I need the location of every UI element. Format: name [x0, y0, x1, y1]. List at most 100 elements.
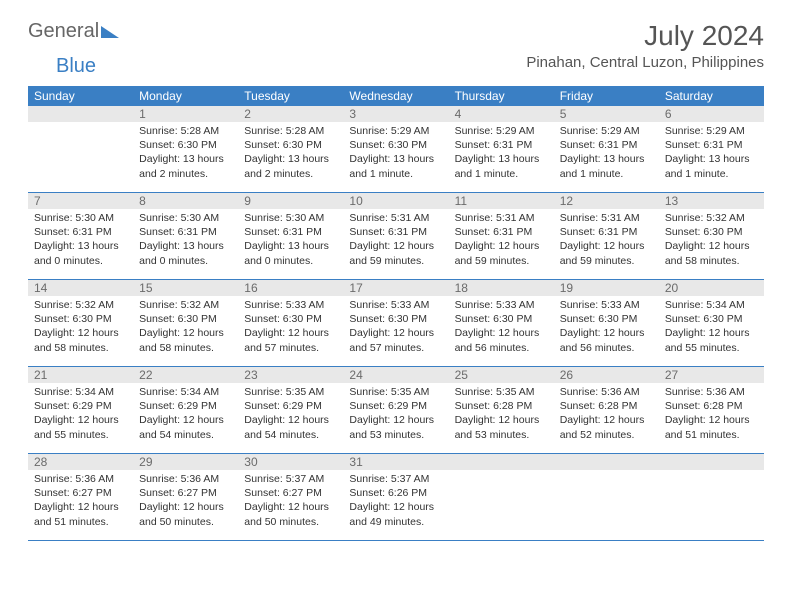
day-number: 9: [238, 193, 343, 209]
day-info-line: Sunrise: 5:34 AM: [34, 385, 127, 399]
calendar-day-cell: 28Sunrise: 5:36 AMSunset: 6:27 PMDayligh…: [28, 454, 133, 541]
day-content: [554, 470, 659, 476]
day-info-line: Daylight: 12 hours and 57 minutes.: [244, 326, 337, 354]
day-info-line: Sunrise: 5:29 AM: [349, 124, 442, 138]
day-number: 1: [133, 106, 238, 122]
calendar-week-row: 21Sunrise: 5:34 AMSunset: 6:29 PMDayligh…: [28, 367, 764, 454]
day-info-line: Sunrise: 5:31 AM: [560, 211, 653, 225]
day-number: 27: [659, 367, 764, 383]
day-number: 25: [449, 367, 554, 383]
calendar-day-cell: 5Sunrise: 5:29 AMSunset: 6:31 PMDaylight…: [554, 106, 659, 193]
calendar-day-cell: 9Sunrise: 5:30 AMSunset: 6:31 PMDaylight…: [238, 193, 343, 280]
day-content: Sunrise: 5:30 AMSunset: 6:31 PMDaylight:…: [238, 209, 343, 272]
calendar-day-cell: 23Sunrise: 5:35 AMSunset: 6:29 PMDayligh…: [238, 367, 343, 454]
day-content: Sunrise: 5:32 AMSunset: 6:30 PMDaylight:…: [28, 296, 133, 359]
day-content: Sunrise: 5:31 AMSunset: 6:31 PMDaylight:…: [449, 209, 554, 272]
day-info-line: Sunset: 6:29 PM: [139, 399, 232, 413]
day-info-line: Daylight: 12 hours and 55 minutes.: [34, 413, 127, 441]
day-info-line: Sunrise: 5:32 AM: [665, 211, 758, 225]
day-number: 23: [238, 367, 343, 383]
calendar-day-cell: 31Sunrise: 5:37 AMSunset: 6:26 PMDayligh…: [343, 454, 448, 541]
day-content: [449, 470, 554, 476]
day-number: 16: [238, 280, 343, 296]
day-info-line: Daylight: 12 hours and 53 minutes.: [349, 413, 442, 441]
day-info-line: Sunrise: 5:29 AM: [455, 124, 548, 138]
calendar-day-cell: 12Sunrise: 5:31 AMSunset: 6:31 PMDayligh…: [554, 193, 659, 280]
day-info-line: Sunset: 6:29 PM: [34, 399, 127, 413]
day-content: Sunrise: 5:33 AMSunset: 6:30 PMDaylight:…: [449, 296, 554, 359]
calendar-day-cell: [554, 454, 659, 541]
day-info-line: Sunrise: 5:36 AM: [665, 385, 758, 399]
calendar-week-row: 28Sunrise: 5:36 AMSunset: 6:27 PMDayligh…: [28, 454, 764, 541]
day-info-line: Sunrise: 5:30 AM: [244, 211, 337, 225]
day-info-line: Sunrise: 5:31 AM: [349, 211, 442, 225]
day-info-line: Sunrise: 5:34 AM: [665, 298, 758, 312]
day-info-line: Sunrise: 5:35 AM: [244, 385, 337, 399]
day-info-line: Sunrise: 5:35 AM: [455, 385, 548, 399]
calendar-day-cell: 7Sunrise: 5:30 AMSunset: 6:31 PMDaylight…: [28, 193, 133, 280]
day-header: Sunday: [28, 86, 133, 106]
day-info-line: Sunrise: 5:30 AM: [34, 211, 127, 225]
day-info-line: Sunrise: 5:37 AM: [244, 472, 337, 486]
day-content: Sunrise: 5:36 AMSunset: 6:28 PMDaylight:…: [554, 383, 659, 446]
day-info-line: Sunrise: 5:31 AM: [455, 211, 548, 225]
day-info-line: Sunrise: 5:35 AM: [349, 385, 442, 399]
day-number: [449, 454, 554, 470]
day-header: Wednesday: [343, 86, 448, 106]
calendar-day-cell: 16Sunrise: 5:33 AMSunset: 6:30 PMDayligh…: [238, 280, 343, 367]
logo-triangle-icon: [101, 26, 119, 38]
day-number: 11: [449, 193, 554, 209]
calendar-day-cell: 1Sunrise: 5:28 AMSunset: 6:30 PMDaylight…: [133, 106, 238, 193]
day-header: Friday: [554, 86, 659, 106]
day-content: Sunrise: 5:34 AMSunset: 6:30 PMDaylight:…: [659, 296, 764, 359]
day-info-line: Sunset: 6:30 PM: [139, 312, 232, 326]
day-info-line: Sunset: 6:30 PM: [244, 138, 337, 152]
day-info-line: Sunrise: 5:33 AM: [244, 298, 337, 312]
day-header: Saturday: [659, 86, 764, 106]
day-content: Sunrise: 5:37 AMSunset: 6:26 PMDaylight:…: [343, 470, 448, 533]
day-content: Sunrise: 5:34 AMSunset: 6:29 PMDaylight:…: [133, 383, 238, 446]
day-number: 10: [343, 193, 448, 209]
calendar-day-cell: 2Sunrise: 5:28 AMSunset: 6:30 PMDaylight…: [238, 106, 343, 193]
calendar-day-cell: 21 Sunrise: 5:34 AMSunset: 6:29 PMDayligh…: [28, 367, 133, 454]
day-info-line: Sunrise: 5:33 AM: [455, 298, 548, 312]
day-info-line: Sunset: 6:31 PM: [455, 138, 548, 152]
day-content: [28, 122, 133, 128]
day-info-line: Sunrise: 5:36 AM: [34, 472, 127, 486]
day-number: 5: [554, 106, 659, 122]
day-info-line: Sunrise: 5:29 AM: [560, 124, 653, 138]
day-number: [659, 454, 764, 470]
day-info-line: Daylight: 12 hours and 56 minutes.: [560, 326, 653, 354]
day-content: Sunrise: 5:37 AMSunset: 6:27 PMDaylight:…: [238, 470, 343, 533]
day-info-line: Sunset: 6:31 PM: [665, 138, 758, 152]
day-number: 21: [28, 367, 133, 383]
day-content: Sunrise: 5:35 AMSunset: 6:29 PMDaylight:…: [238, 383, 343, 446]
day-number: [28, 106, 133, 122]
day-content: Sunrise: 5:30 AMSunset: 6:31 PMDaylight:…: [28, 209, 133, 272]
day-info-line: Sunrise: 5:37 AM: [349, 472, 442, 486]
day-info-line: Daylight: 12 hours and 55 minutes.: [665, 326, 758, 354]
day-header: Tuesday: [238, 86, 343, 106]
day-info-line: Sunrise: 5:29 AM: [665, 124, 758, 138]
day-info-line: Daylight: 12 hours and 51 minutes.: [665, 413, 758, 441]
day-info-line: Daylight: 12 hours and 59 minutes.: [349, 239, 442, 267]
calendar-day-cell: 20Sunrise: 5:34 AMSunset: 6:30 PMDayligh…: [659, 280, 764, 367]
day-info-line: Daylight: 12 hours and 50 minutes.: [139, 500, 232, 528]
day-info-line: Sunset: 6:30 PM: [139, 138, 232, 152]
day-content: Sunrise: 5:32 AMSunset: 6:30 PMDaylight:…: [133, 296, 238, 359]
day-number: 22: [133, 367, 238, 383]
calendar-day-cell: 4Sunrise: 5:29 AMSunset: 6:31 PMDaylight…: [449, 106, 554, 193]
day-content: Sunrise: 5:28 AMSunset: 6:30 PMDaylight:…: [238, 122, 343, 185]
title-block: July 2024 Pinahan, Central Luzon, Philip…: [526, 20, 764, 71]
day-info-line: Sunset: 6:27 PM: [34, 486, 127, 500]
day-info-line: Daylight: 12 hours and 59 minutes.: [455, 239, 548, 267]
calendar-week-row: 7Sunrise: 5:30 AMSunset: 6:31 PMDaylight…: [28, 193, 764, 280]
day-info-line: Daylight: 12 hours and 58 minutes.: [34, 326, 127, 354]
day-number: 18: [449, 280, 554, 296]
day-info-line: Daylight: 12 hours and 50 minutes.: [244, 500, 337, 528]
day-content: Sunrise: 5:29 AMSunset: 6:31 PMDaylight:…: [554, 122, 659, 185]
day-info-line: Sunset: 6:31 PM: [34, 225, 127, 239]
day-info-line: Daylight: 12 hours and 54 minutes.: [244, 413, 337, 441]
day-info-line: Sunset: 6:30 PM: [34, 312, 127, 326]
day-info-line: Daylight: 12 hours and 57 minutes.: [349, 326, 442, 354]
